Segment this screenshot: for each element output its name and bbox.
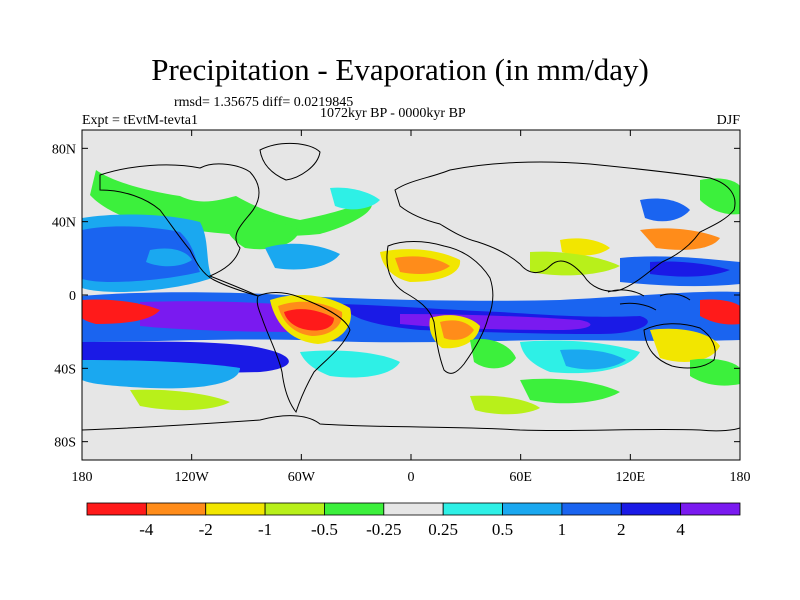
colorbar-swatch	[620, 502, 682, 516]
x-tick-label: 60E	[509, 470, 532, 485]
x-tick-label: 0	[408, 470, 415, 485]
colorbar-swatch	[264, 502, 325, 516]
precip-field	[82, 170, 740, 415]
period-line: 1072kyr BP - 0000kyr BP	[320, 106, 466, 121]
y-tick-label: 80N	[52, 142, 76, 157]
coastlines	[82, 142, 740, 432]
colorbar-label: 0.25	[428, 520, 458, 539]
field-region	[265, 243, 340, 270]
field-region	[440, 320, 474, 340]
colorbar-swatch	[86, 502, 147, 516]
field-region	[82, 299, 160, 324]
field-region	[700, 299, 740, 325]
stats-line: rmsd= 1.35675 diff= 0.0219845	[174, 95, 354, 110]
x-tick-label: 120E	[616, 470, 646, 485]
experiment-label: Expt = tEvtM-tevta1	[82, 113, 198, 128]
colorbar-label: -4	[139, 520, 154, 539]
colorbar-label: 4	[676, 520, 685, 539]
colorbar-swatch	[561, 502, 622, 516]
plot-title: Precipitation - Evaporation (in mm/day)	[151, 52, 649, 87]
coastline-north-america	[99, 163, 260, 297]
coastline-maritime-continent	[607, 289, 691, 311]
coastline-south-america	[256, 292, 351, 414]
coastline-antarctica	[82, 415, 740, 432]
y-tick-label: 40N	[52, 216, 76, 231]
colorbar-swatch	[383, 502, 444, 516]
field-region	[225, 219, 300, 250]
field-region	[530, 251, 620, 276]
field-region	[130, 389, 230, 411]
colorbar-swatch	[680, 502, 741, 516]
colorbar-swatch	[502, 502, 563, 516]
colorbar-swatch	[324, 502, 385, 516]
colorbar-label: -2	[199, 520, 213, 539]
field-region	[146, 248, 192, 267]
field-region	[82, 360, 240, 389]
field-region	[560, 349, 626, 370]
colorbar-swatch	[205, 502, 266, 516]
colorbar-swatch	[442, 502, 503, 516]
field-region	[470, 395, 540, 415]
x-tick-label: 120W	[175, 470, 210, 485]
y-tick-label: 80S	[54, 436, 76, 451]
colorbar: -4 -2 -1 -0.5 -0.25 0.25 0.5 1 2 4	[86, 502, 741, 539]
field-region	[650, 328, 720, 362]
coastline-australia	[643, 323, 716, 369]
colorbar-label: 1	[558, 520, 567, 539]
colorbar-swatch	[145, 502, 207, 516]
field-region	[395, 256, 450, 274]
field-region	[640, 228, 720, 250]
field-region	[650, 261, 730, 277]
x-tick-label: 60W	[288, 470, 316, 485]
field-region	[520, 378, 620, 404]
colorbar-label: 2	[617, 520, 626, 539]
colorbar-label: 0.5	[492, 520, 513, 539]
season-label: DJF	[716, 113, 740, 128]
x-tick-label: 180	[72, 470, 93, 485]
field-region	[560, 238, 610, 256]
field-region	[300, 350, 400, 378]
field-region	[640, 198, 690, 222]
y-tick-label: 0	[69, 289, 76, 304]
field-region	[470, 338, 516, 369]
field-region	[284, 309, 334, 331]
colorbar-label: -0.25	[366, 520, 401, 539]
coastline-greenland	[259, 142, 321, 181]
x-tick-label: 180	[730, 470, 751, 485]
colorbar-label: -1	[258, 520, 272, 539]
y-tick-label: 40S	[54, 362, 76, 377]
axis-ticks: 180 120W 60W 0 60E 120E 180 80N 40N 0 40S 80S	[52, 130, 751, 485]
coastline-africa	[386, 241, 494, 374]
coastline-eurasia	[394, 161, 736, 292]
field-region	[700, 178, 740, 215]
colorbar-label: -0.5	[311, 520, 338, 539]
field-region	[82, 226, 200, 282]
field-region	[330, 187, 380, 210]
